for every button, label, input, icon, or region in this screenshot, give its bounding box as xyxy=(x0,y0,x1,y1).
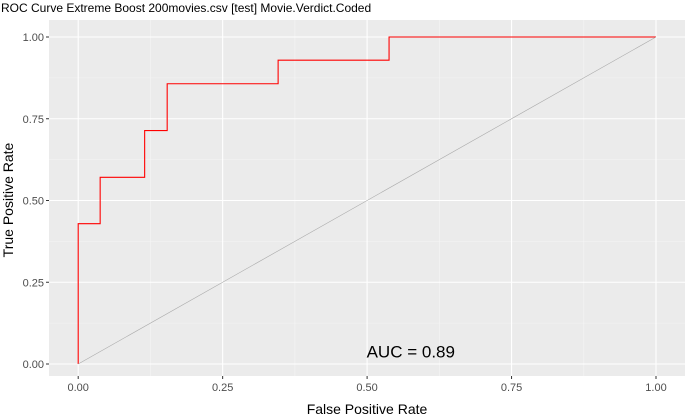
y-tick-label: 0.75 xyxy=(23,114,44,126)
x-tick-label: 1.00 xyxy=(645,382,666,394)
x-tick-label: 0.75 xyxy=(501,382,522,394)
y-tick-label: 0.00 xyxy=(23,359,44,371)
x-axis: 0.00 0.25 0.50 0.75 1.00 xyxy=(67,376,667,394)
x-axis-title: False Positive Rate xyxy=(307,401,428,417)
y-tick-label: 1.00 xyxy=(23,32,44,44)
x-tick-label: 0.50 xyxy=(356,382,377,394)
diagonal-reference-line xyxy=(78,36,657,365)
x-tick-label: 0.00 xyxy=(67,382,88,394)
y-tick-label: 0.50 xyxy=(23,196,44,208)
y-axis: 0.00 0.25 0.50 0.75 1.00 xyxy=(23,32,49,371)
roc-curve-line xyxy=(77,36,656,364)
y-tick-label: 0.25 xyxy=(23,277,44,289)
series-layer xyxy=(77,36,657,365)
x-tick-label: 0.25 xyxy=(212,382,233,394)
grid-major xyxy=(49,20,685,376)
auc-annotation: AUC = 0.89 xyxy=(367,342,455,361)
y-axis-title: True Positive Rate xyxy=(0,142,16,257)
chart-title: ROC Curve Extreme Boost 200movies.csv [t… xyxy=(1,1,371,15)
